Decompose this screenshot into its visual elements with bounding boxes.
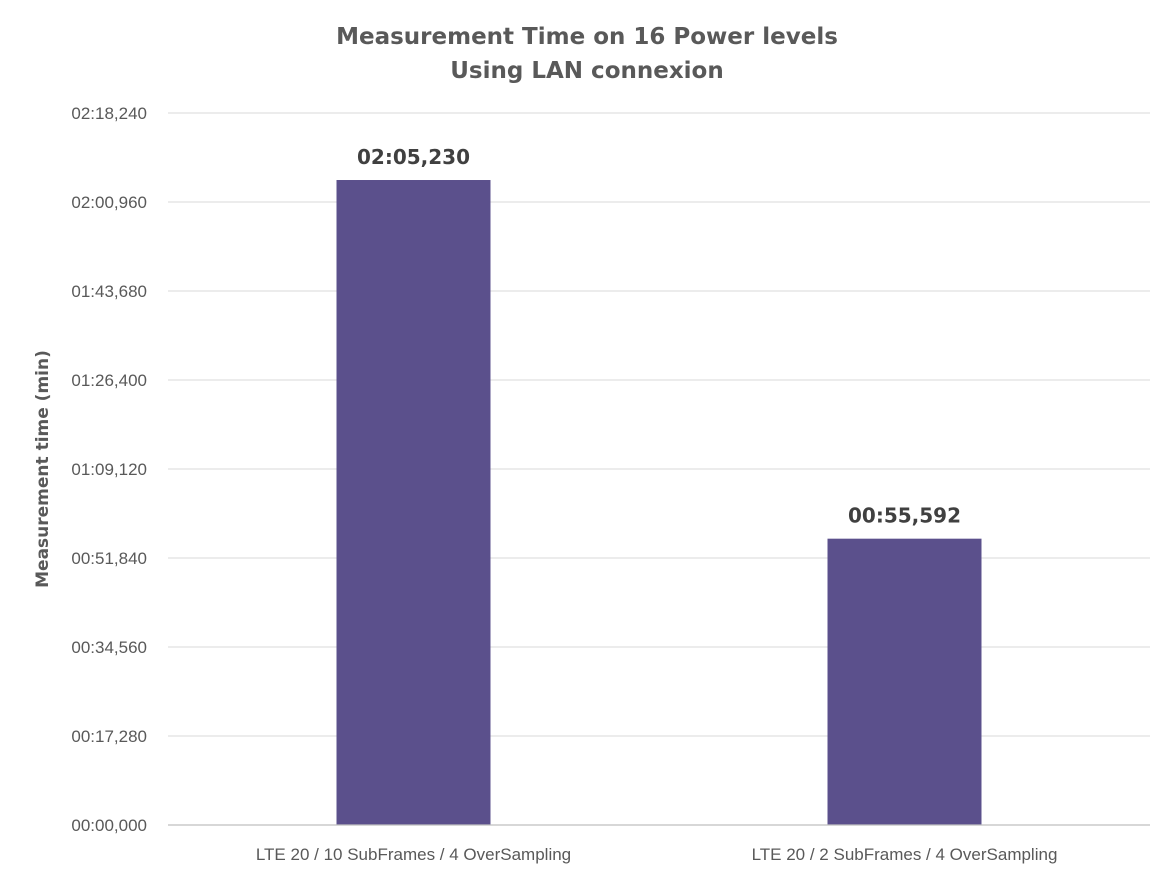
y-tick-label: 02:18,240 [71, 104, 147, 123]
y-tick-label: 01:09,120 [71, 460, 147, 479]
y-tick-label: 00:17,280 [71, 727, 147, 746]
y-tick-label: 02:00,960 [71, 193, 147, 212]
y-tick-label: 01:26,400 [71, 371, 147, 390]
x-tick-label: LTE 20 / 10 SubFrames / 4 OverSampling [256, 845, 571, 864]
bars [336, 180, 982, 826]
y-tick-label: 00:34,560 [71, 638, 147, 657]
bar [336, 180, 491, 826]
data-label: 00:55,592 [848, 504, 961, 528]
x-tick-label: LTE 20 / 2 SubFrames / 4 OverSampling [752, 845, 1058, 864]
y-tick-label: 00:00,000 [71, 816, 147, 835]
y-tick-label: 01:43,680 [71, 282, 147, 301]
chart-title-line-2: Using LAN connexion [450, 58, 723, 84]
gridlines [168, 112, 1150, 737]
data-labels: 02:05,230 00:55,592 [357, 145, 961, 528]
bar [827, 538, 982, 825]
chart-title-line-1: Measurement Time on 16 Power levels [336, 24, 838, 50]
y-tick-label: 00:51,840 [71, 549, 147, 568]
x-tick-labels: LTE 20 / 10 SubFrames / 4 OverSampling LT… [256, 845, 1058, 864]
y-tick-labels: 00:00,000 00:17,280 00:34,560 00:51,840 01:0… [71, 104, 147, 835]
y-axis-label: Measurement time (min) [33, 350, 53, 588]
data-label: 02:05,230 [357, 145, 470, 169]
